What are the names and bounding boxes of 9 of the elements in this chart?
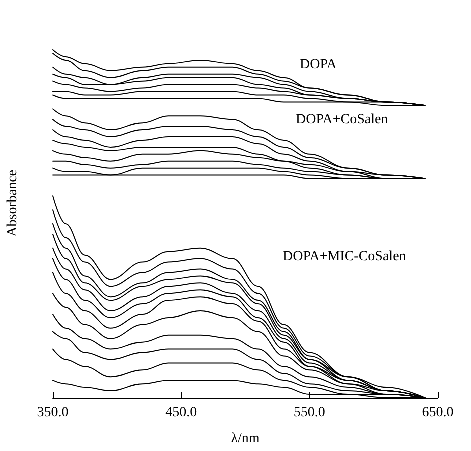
annotation: DOPA	[300, 58, 338, 72]
annotation: DOPA+CoSalen	[296, 112, 388, 128]
x-tick-label: 550.0	[294, 406, 326, 420]
x-tick-label: 450.0	[166, 406, 198, 420]
x-tick-label: 350.0	[37, 406, 69, 420]
annotation: DOPA+MIC-CoSalen	[283, 250, 406, 264]
x-axis-title: λ/nm	[231, 432, 260, 446]
y-axis-title: Absorbance	[6, 170, 20, 237]
x-tick-label: 650.0	[422, 406, 454, 420]
